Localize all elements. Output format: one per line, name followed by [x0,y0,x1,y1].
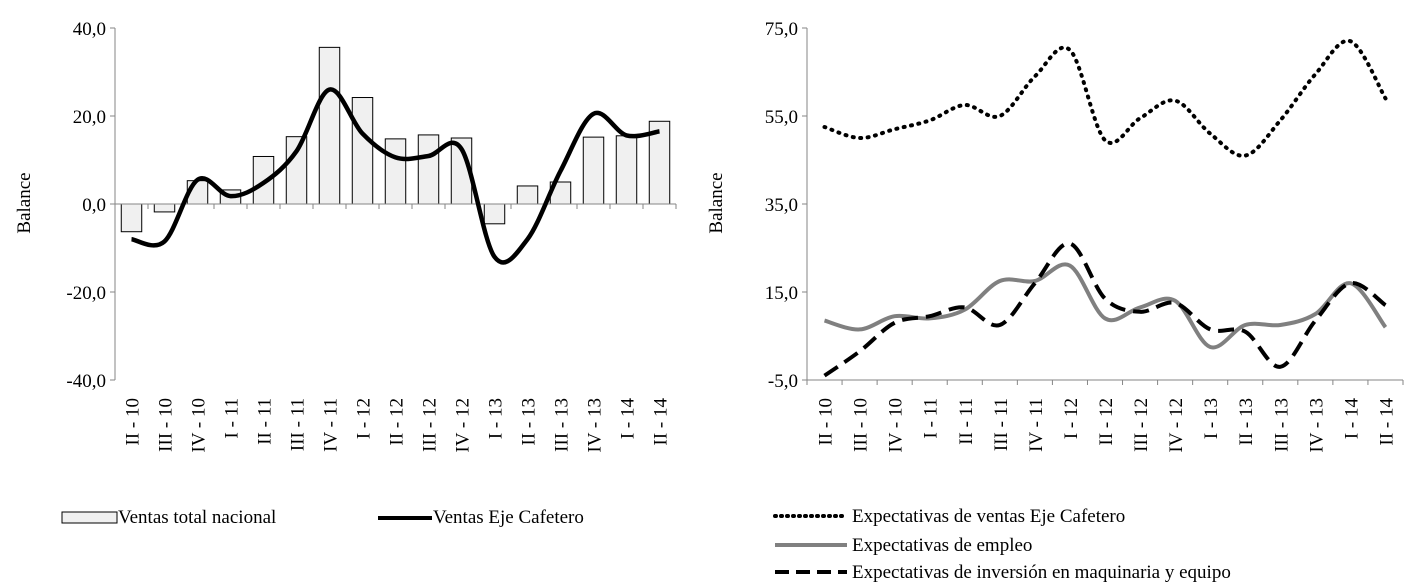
left-x-tick-label: IV - 13 [585,398,606,453]
right-x-tick-label: II - 12 [1096,398,1117,445]
right-x-tick-label: III - 12 [1131,398,1152,452]
left-ylabel: Balance [14,172,35,233]
left-y-tick-label: 20,0 [73,107,106,128]
bar-i-12 [351,97,374,205]
legend-label-expectativas-inversion: Expectativas de inversión en maquinaria … [852,562,1231,582]
left-x-tick-label: IV - 12 [453,398,474,453]
left-x-tick-label: II - 14 [651,398,672,446]
legend-label-expectativas-empleo: Expectativas de empleo [852,535,1032,556]
right-x-tick-label: IV - 11 [1026,398,1047,452]
left-axes [110,27,677,381]
right-x-tick-label: I - 12 [1061,398,1082,439]
right-line-series [822,38,1388,378]
right-chart: Balance 75,0 55,0 35,0 15,0 -5,0 II - 10 III … [706,19,1404,582]
left-x-tick-label: II - 12 [387,398,408,445]
right-y-tick-label: 15,0 [765,283,798,304]
right-x-tick-label: I - 11 [921,398,942,438]
right-y-tick-label: 75,0 [765,19,798,40]
series-line-expectativas-de-ventas-eje-cafetero [822,38,1388,158]
right-y-tick-label: -5,0 [768,371,798,392]
right-y-tick-label: 35,0 [765,195,798,216]
right-x-tick-label: IV - 13 [1306,398,1327,453]
left-x-tick-label: III - 11 [288,398,309,451]
right-ylabel: Balance [706,172,727,233]
bar-i-13 [483,203,506,225]
right-x-tick-label: IV - 10 [886,398,907,453]
bar-i-14 [615,135,638,205]
series-line-expectativas-de-inversion-en-maquinaria-y-equipo [823,241,1387,378]
legend-label-ventas-eje-cafetero: Ventas Eje Cafetero [433,507,584,528]
left-x-tick-label: III - 12 [420,398,441,452]
left-x-tick-label: IV - 10 [189,398,210,453]
right-x-tick-label: II - 14 [1376,398,1397,446]
right-x-tick-label: II - 13 [1236,398,1257,445]
left-x-tick-label: II - 10 [123,398,144,445]
bar-ii-12 [384,138,407,205]
bar-iii-11 [285,136,308,205]
legend-label-ventas-total-nacional: Ventas total nacional [118,507,276,528]
left-y-tick-labels: 40,0 20,0 0,0 -20,0 -40,0 [66,19,106,392]
left-x-tick-label: I - 13 [486,398,507,439]
right-x-tick-label: I - 14 [1341,398,1362,440]
bar-iv-13 [582,136,605,205]
left-y-tick-label: 40,0 [73,19,106,40]
left-chart: Balance 40,0 20,0 0,0 -20,0 -40,0 II - 10 III… [14,19,677,528]
left-x-tick-label: I - 14 [618,398,639,440]
right-x-tick-label: III - 13 [1271,398,1292,452]
left-x-tick-label: II - 13 [519,398,540,445]
left-x-tick-label: IV - 11 [321,398,342,452]
bar-iv-11 [318,46,341,205]
bar-ii-13 [516,185,539,205]
right-y-tick-label: 55,0 [765,107,798,128]
right-x-tick-label: II - 11 [956,398,977,445]
left-x-tick-label: I - 12 [354,398,375,439]
left-y-tick-label: -40,0 [66,371,106,392]
left-x-tick-label: II - 11 [255,398,276,445]
left-x-tick-label: I - 11 [222,398,243,438]
right-x-tick-label: III - 10 [851,398,872,452]
right-x-tick-label: IV - 12 [1166,398,1187,453]
series-line-expectativas-de-empleo [823,262,1388,350]
right-x-tick-labels: II - 10 III - 10 IV - 10 I - 11 II - 11 III -… [816,398,1398,453]
left-x-tick-labels: II - 10 III - 10 IV - 10 I - 11 II - 11 III -… [123,398,672,453]
bar-iii-12 [417,134,440,205]
right-y-tick-labels: 75,0 55,0 35,0 15,0 -5,0 [765,19,798,392]
left-x-tick-label: III - 13 [552,398,573,452]
right-x-tick-label: II - 10 [816,398,837,445]
left-y-tick-label: 0,0 [82,195,106,216]
bar-ii-10 [120,203,143,233]
legend-swatch-ventas-total-nacional [61,511,118,524]
right-axes [802,27,1404,385]
left-x-tick-label: III - 10 [156,398,177,452]
series-line-ventas-eje-cafetero [130,87,660,265]
right-x-tick-label: I - 13 [1201,398,1222,439]
bar-iii-10 [153,203,176,213]
legend-label-expectativas-ventas: Expectativas de ventas Eje Cafetero [852,506,1125,527]
left-line-series [130,87,660,265]
right-x-tick-label: III - 11 [991,398,1012,451]
left-y-tick-label: -20,0 [66,283,106,304]
